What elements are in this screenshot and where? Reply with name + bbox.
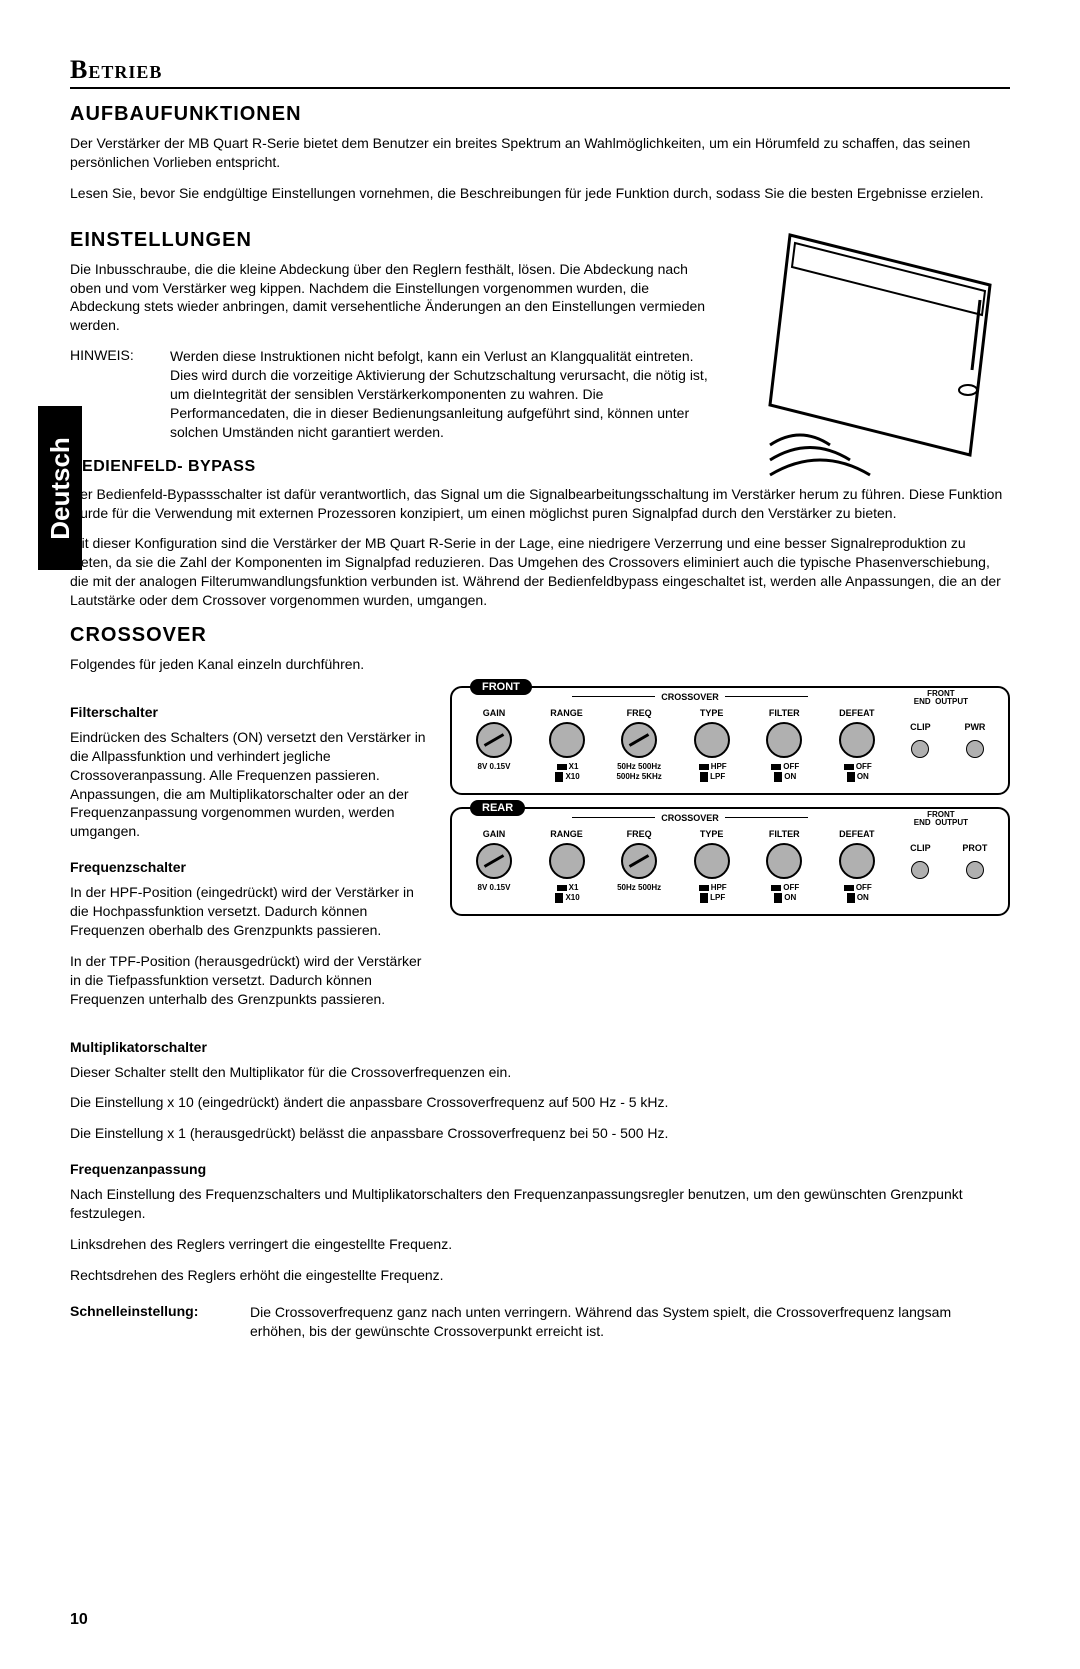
heading-multiplikator: Multiplikatorschalter [70,1039,1010,1055]
para-aufbau-1: Der Verstärker der MB Quart R-Serie biet… [70,134,1010,172]
freq-knob [621,722,657,758]
filter-sublabel: OFFON [769,762,799,783]
para-freqadj-2: Linksdrehen des Reglers verringert die e… [70,1235,1010,1254]
heading-aufbau: AUFBAUFUNKTIONEN [70,103,1010,126]
heading-crossover: CROSSOVER [70,624,1010,647]
page-number: 10 [70,1611,88,1629]
para-freq-1: In der HPF-Position (eingedrückt) wird d… [70,883,430,940]
language-tab: Deutsch [38,406,82,570]
freq-label-r: FREQ [627,829,652,839]
gain-label-r: GAIN [483,829,506,839]
clip-led-r [911,861,929,879]
para-filter-1: Eindrücken des Schalters (ON) versetzt d… [70,728,430,841]
defeat-knob [839,722,875,758]
freq-label: FREQ [627,708,652,718]
defeat-sublabel-r: OFFON [842,883,872,904]
defeat-label-r: DEFEAT [839,829,874,839]
gain-knob [476,722,512,758]
quick-setting: Schnelleinstellung: Die Crossoverfrequen… [70,1303,1010,1341]
para-mult-2: Die Einstellung x 10 (eingedrückt) änder… [70,1093,1010,1112]
quick-label: Schnelleinstellung: [70,1303,220,1341]
section-title: Betrieb [70,55,1010,89]
clip-label-r: CLIP [910,843,931,853]
clip-led [911,740,929,758]
prot-label: PROT [962,843,987,853]
freq-sublabel-r: 50Hz 500Hz [617,883,661,893]
freq-sublabel: 50Hz 500Hz500Hz 5KHz [616,762,661,783]
output-group-label-rear: FRONTEND OUTPUT [914,811,968,827]
filter-knob-r [766,843,802,879]
filter-label-r: FILTER [769,829,800,839]
heading-frequenzschalter: Frequenzschalter [70,859,430,875]
para-freqadj-1: Nach Einstellung des Frequenzschalters u… [70,1185,1010,1223]
type-knob [694,722,730,758]
range-knob-r [549,843,585,879]
range-sublabel-r: X1X10 [553,883,579,904]
type-sublabel: HPFLPF [697,762,727,783]
para-freq-2: In der TPF-Position (herausgedrückt) wir… [70,952,430,1009]
quick-text: Die Crossoverfrequenz ganz nach unten ve… [250,1303,1010,1341]
filter-knob [766,722,802,758]
defeat-sublabel: OFFON [842,762,872,783]
type-label-r: TYPE [700,829,724,839]
para-aufbau-2: Lesen Sie, bevor Sie endgültige Einstell… [70,184,1010,203]
gain-label: GAIN [483,708,506,718]
pwr-led [966,740,984,758]
cover-diagram [740,215,1010,485]
filter-label: FILTER [769,708,800,718]
para-bypass-1: Der Bedienfeld-Bypassschalter ist dafür … [70,485,1010,523]
para-mult-1: Dieser Schalter stellt den Multiplikator… [70,1063,1010,1082]
rear-panel-label: REAR [470,800,525,816]
defeat-knob-r [839,843,875,879]
hinweis-block: HINWEIS: Werden diese Instruktionen nich… [70,347,720,441]
range-sublabel: X1X10 [553,762,579,783]
clip-label: CLIP [910,722,931,732]
defeat-label: DEFEAT [839,708,874,718]
front-panel-label: FRONT [470,679,532,695]
prot-led [966,861,984,879]
filter-sublabel-r: OFFON [769,883,799,904]
para-freqadj-3: Rechtsdrehen des Reglers erhöht die eing… [70,1266,1010,1285]
gain-sublabel-r: 8V 0.15V [478,883,511,893]
crossover-bracket-rear: CROSSOVER [572,813,808,823]
heading-bypass: BEDIENFELD- BYPASS [70,458,720,476]
heading-frequenzanpassung: Frequenzanpassung [70,1161,1010,1177]
gain-sublabel: 8V 0.15V [478,762,511,772]
gain-knob-r [476,843,512,879]
range-label: RANGE [550,708,583,718]
para-bypass-2: Mit dieser Konfiguration sind die Verstä… [70,534,1010,610]
para-einstell-1: Die Inbusschraube, die die kleine Abdeck… [70,260,720,336]
crossover-bracket: CROSSOVER [572,692,808,702]
para-mult-3: Die Einstellung x 1 (herausgedrückt) bel… [70,1124,1010,1143]
output-group-label: FRONTEND OUTPUT [914,690,968,706]
rear-panel: REAR CROSSOVER FRONTEND OUTPUT GAIN8V 0.… [450,807,1010,916]
type-sublabel-r: HPFLPF [697,883,727,904]
front-panel: FRONT CROSSOVER FRONTEND OUTPUT GAIN8V 0… [450,686,1010,795]
pwr-label: PWR [964,722,985,732]
freq-knob-r [621,843,657,879]
heading-einstellungen: EINSTELLUNGEN [70,229,720,252]
para-crossover-1: Folgendes für jeden Kanal einzeln durchf… [70,655,1010,674]
range-label-r: RANGE [550,829,583,839]
hinweis-text: Werden diese Instruktionen nicht befolgt… [170,347,720,441]
heading-filterschalter: Filterschalter [70,704,430,720]
type-knob-r [694,843,730,879]
type-label: TYPE [700,708,724,718]
range-knob [549,722,585,758]
